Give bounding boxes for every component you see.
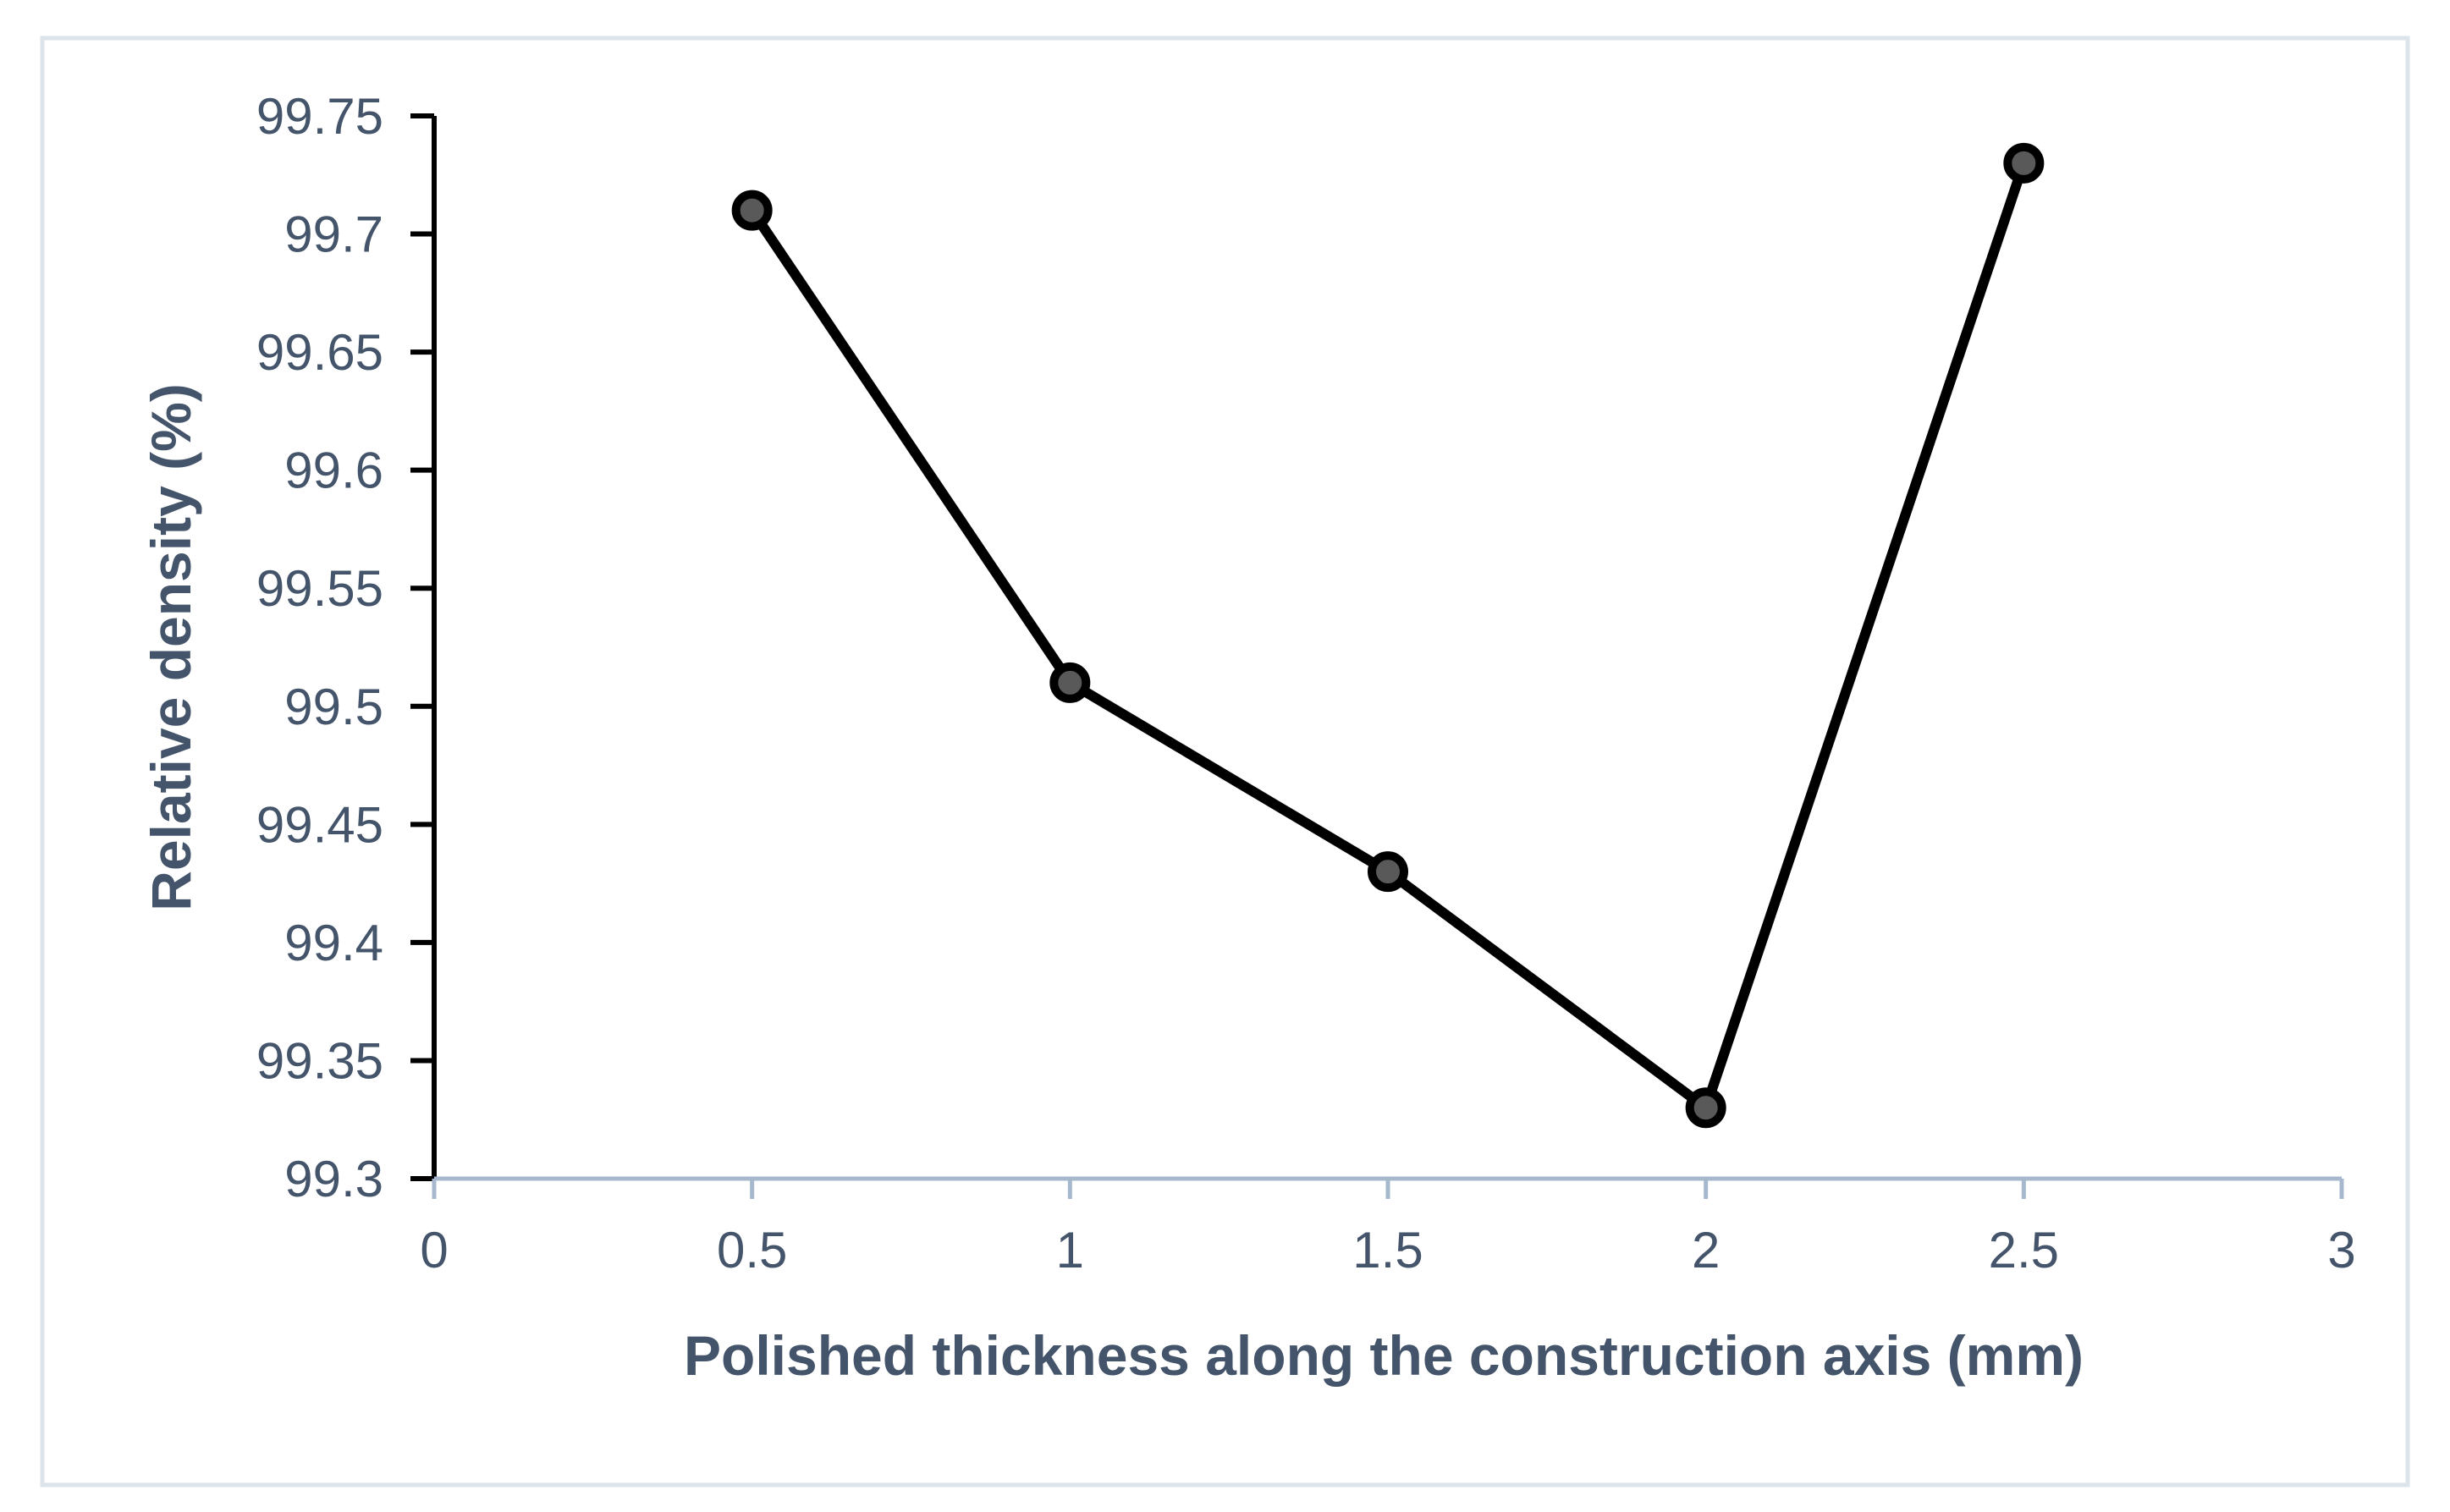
y-tick-label: 99.75 — [256, 88, 383, 145]
y-axis-title: Relative density (%) — [140, 383, 202, 911]
y-tick-label: 99.3 — [284, 1151, 383, 1207]
y-tick-label: 99.35 — [256, 1032, 383, 1089]
y-tick-label: 99.55 — [256, 560, 383, 617]
data-point-marker — [2003, 142, 2045, 184]
x-tick-label: 1.5 — [1352, 1222, 1423, 1278]
y-tick-label: 99.6 — [284, 443, 383, 499]
data-point-marker — [731, 190, 773, 231]
y-tick-label: 99.7 — [284, 206, 383, 263]
data-point-marker — [1368, 851, 1408, 893]
y-tick-label: 99.65 — [256, 324, 383, 381]
x-tick-label: 3 — [2327, 1222, 2355, 1278]
y-axis: 99.3 99.35 99.4 99.45 99.5 99.55 99.6 99.65 99.7… — [256, 88, 437, 1207]
x-tick-label: 1 — [1056, 1222, 1084, 1278]
series-layer — [731, 142, 2045, 1129]
data-point-marker — [1685, 1087, 1726, 1129]
data-point-marker — [1049, 662, 1091, 703]
y-tick-label: 99.5 — [284, 679, 383, 735]
x-axis-title: Polished thickness along the constructio… — [684, 1324, 2084, 1387]
y-tick-label: 99.4 — [284, 915, 383, 971]
x-axis: 0 0.5 1 1.5 2 2.5 3 — [420, 1176, 2356, 1278]
x-tick-label: 0 — [420, 1222, 448, 1278]
x-tick-label: 2 — [1692, 1222, 1720, 1278]
x-tick-label: 0.5 — [717, 1222, 787, 1278]
x-tick-label: 2.5 — [1989, 1222, 2059, 1278]
y-tick-label: 99.45 — [256, 796, 383, 853]
